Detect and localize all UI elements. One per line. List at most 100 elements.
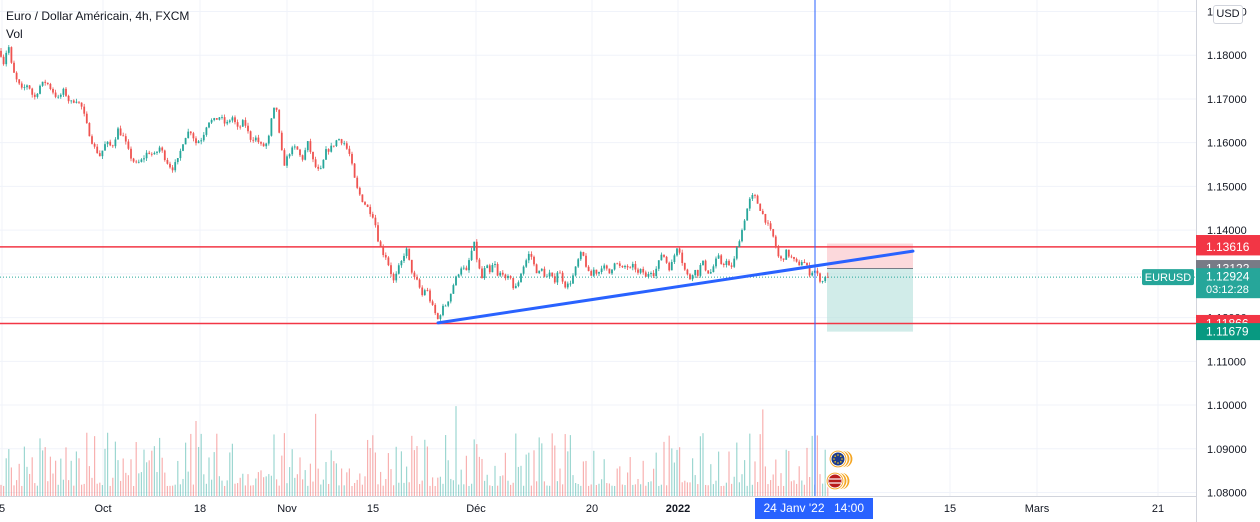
candle-body (475, 241, 478, 260)
candle-body (543, 268, 546, 277)
volume-bar (166, 485, 168, 496)
candle-body (754, 195, 756, 196)
price-labels: 24 Janv '2214:001.136941.136161.131221.1… (755, 235, 1260, 519)
candle-body (678, 248, 681, 253)
volume-bar (179, 484, 181, 496)
trendline-layer[interactable] (436, 249, 915, 325)
candle-body (665, 256, 668, 263)
time-axis-tick-label: 2022 (666, 503, 690, 515)
candle-body (631, 263, 634, 268)
volume-bar (671, 448, 673, 496)
candle-body (46, 82, 49, 85)
volume-bar (634, 484, 636, 496)
eu-star (840, 461, 842, 463)
candle-body (353, 163, 356, 178)
volume-bar (452, 480, 454, 496)
candle-body (78, 101, 80, 103)
volume-bar (525, 454, 527, 496)
candle-body (478, 259, 481, 269)
candle-body (364, 202, 366, 205)
candle-body (70, 100, 73, 102)
economic-events[interactable] (825, 449, 854, 491)
candle-body (208, 122, 210, 128)
candle-body (317, 166, 320, 169)
symbol-title[interactable]: Euro / Dollar Américain, 4h, FXCM (6, 9, 190, 23)
us-flag-icon (827, 473, 843, 489)
candle-body (824, 276, 827, 282)
volume-bar (107, 432, 109, 496)
candle-body (10, 47, 13, 63)
price-axis-tick-label: 1.10000 (1207, 400, 1247, 412)
volume-bar (343, 485, 345, 496)
position-tool[interactable] (827, 243, 913, 332)
volume-bar (161, 457, 163, 496)
candle-body (26, 85, 28, 88)
volume-bar (190, 433, 192, 496)
volume-indicator-label[interactable]: Vol (6, 27, 23, 41)
candle-body (800, 262, 803, 266)
eu-star (840, 455, 842, 457)
candle-body (345, 143, 348, 149)
currency-badge[interactable]: USD (1213, 5, 1243, 24)
candle-body (52, 89, 54, 93)
candle-body (57, 96, 60, 98)
candle-body (748, 198, 751, 209)
candle-body (585, 255, 587, 267)
volume-bar (70, 460, 72, 496)
volume-bar (81, 484, 83, 496)
candle-body (735, 247, 738, 259)
volume-bar (200, 433, 202, 496)
volume-bar (673, 462, 675, 496)
candle-body (741, 230, 743, 242)
candle-body (319, 168, 322, 170)
candle-body (808, 265, 811, 276)
volume-bar (49, 456, 51, 496)
volume-bar (16, 480, 18, 496)
volume-bar (445, 435, 447, 496)
volume-bar (96, 483, 98, 496)
volume-bar (380, 471, 382, 496)
candle-body (481, 268, 483, 279)
volume-bar (276, 479, 278, 496)
volume-bar (205, 483, 207, 496)
volume-bar (68, 480, 70, 496)
volume-bar (125, 472, 127, 496)
volume-bar (211, 479, 213, 496)
candle-body (338, 139, 340, 141)
volume-bar (309, 463, 311, 496)
horizontal-lines[interactable] (0, 246, 1196, 325)
candle-body (18, 79, 21, 84)
candle-body (782, 258, 785, 260)
volume-bar (198, 446, 200, 496)
volume-bar (796, 483, 798, 496)
volume-bar (374, 452, 376, 496)
candle-body (785, 249, 788, 260)
volume-bar (458, 484, 460, 496)
volume-bar (138, 473, 140, 496)
volume-bar (361, 484, 363, 496)
candle-body (213, 118, 216, 121)
volume-bar (757, 481, 759, 496)
price-label-box (1196, 323, 1260, 341)
candle-body (280, 132, 283, 151)
crosshair-time-box (755, 498, 873, 519)
candle-body (296, 146, 299, 150)
candle-body (366, 204, 369, 207)
volume-bar (395, 446, 397, 496)
volume-bar (156, 472, 158, 496)
candle-body (314, 159, 317, 167)
volume-bar (369, 448, 371, 496)
candle-body (322, 159, 325, 169)
candle-body (660, 254, 663, 261)
volume-bar (489, 485, 491, 496)
volume-bars (0, 406, 829, 496)
crosshair-date-label: 24 Janv '22 (763, 501, 824, 515)
candle-body (59, 94, 62, 97)
volume-bar (689, 482, 691, 496)
candle-body (725, 260, 728, 265)
candle-body (137, 161, 140, 163)
candle-body (41, 81, 44, 86)
candle-body (33, 94, 36, 97)
